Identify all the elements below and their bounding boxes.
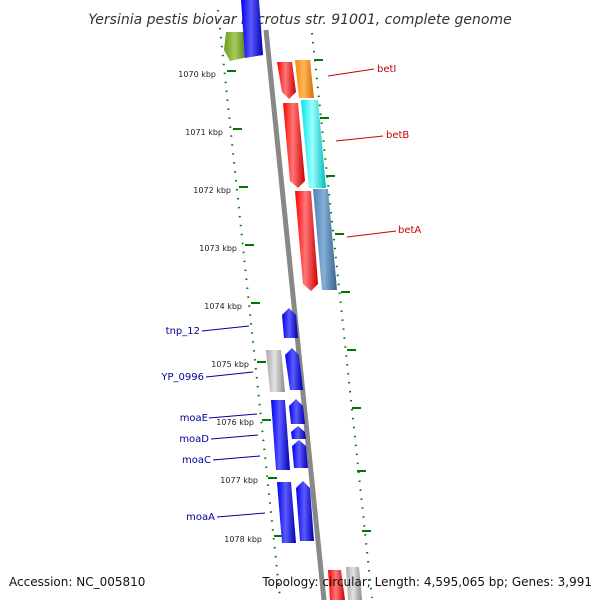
accession-text: Accession: NC_005810 xyxy=(9,575,145,589)
forward-strand-genes xyxy=(277,60,362,600)
gene-beti xyxy=(295,60,314,98)
gene-moa-left-2 xyxy=(277,482,296,543)
tick-label: 1074 kbp xyxy=(204,302,242,311)
map-title: Yersinia pestis biovar Microtus str. 910… xyxy=(88,12,511,28)
tick-label: 1077 kbp xyxy=(220,476,258,485)
leader-betb xyxy=(335,135,384,142)
tick-label: 1070 kbp xyxy=(178,70,216,79)
gene-red-3 xyxy=(295,191,318,291)
label-moaa: moaA xyxy=(186,512,215,523)
tick-label: 1075 kbp xyxy=(211,360,249,369)
gene-yp-0996 xyxy=(285,348,303,390)
gene-tnp-12 xyxy=(282,308,298,338)
label-beti: betI xyxy=(377,64,396,75)
reverse-strand-genes xyxy=(224,0,314,543)
leader-moad xyxy=(210,434,259,440)
gene-blue-top xyxy=(241,0,263,58)
leader-beti xyxy=(327,68,375,77)
leader-moae xyxy=(208,413,258,419)
leader-yp-0996 xyxy=(205,371,254,378)
label-moae: moaE xyxy=(180,413,208,424)
tick-label: 1071 kbp xyxy=(185,128,223,137)
gene-moac xyxy=(292,440,308,468)
gene-gray-bottom xyxy=(346,567,362,600)
gene-moad xyxy=(291,426,306,439)
label-betb: betB xyxy=(386,130,409,141)
tick-label: 1076 kbp xyxy=(216,418,254,427)
label-yp-0996: YP_0996 xyxy=(160,372,204,383)
gene-red-1 xyxy=(277,62,296,99)
gene-betb xyxy=(301,100,326,188)
label-moac: moaC xyxy=(182,455,211,466)
label-beta: betA xyxy=(398,225,421,236)
leader-tnp-12 xyxy=(201,325,250,332)
outer-tick-marks xyxy=(314,59,371,532)
tick-label: 1072 kbp xyxy=(193,186,231,195)
gene-beta xyxy=(313,189,337,290)
gene-moaa xyxy=(296,481,314,541)
gene-olive-top xyxy=(224,32,248,61)
leader-moaa xyxy=(216,512,266,518)
label-tnp-12: tnp_12 xyxy=(166,326,200,337)
leader-beta xyxy=(346,230,397,238)
gene-moa-left xyxy=(271,400,290,470)
gene-red-2 xyxy=(283,103,305,188)
gene-moae xyxy=(289,399,305,424)
gene-red-bottom xyxy=(328,570,345,600)
tick-label: 1078 kbp xyxy=(224,535,262,544)
leader-moac xyxy=(212,455,261,461)
gene-gray xyxy=(266,350,285,392)
genome-summary: Topology: circular; Length: 4,595,065 bp… xyxy=(261,575,592,589)
label-moad: moaD xyxy=(179,434,209,445)
tick-label: 1073 kbp xyxy=(199,244,237,253)
label-leaders xyxy=(201,68,397,518)
